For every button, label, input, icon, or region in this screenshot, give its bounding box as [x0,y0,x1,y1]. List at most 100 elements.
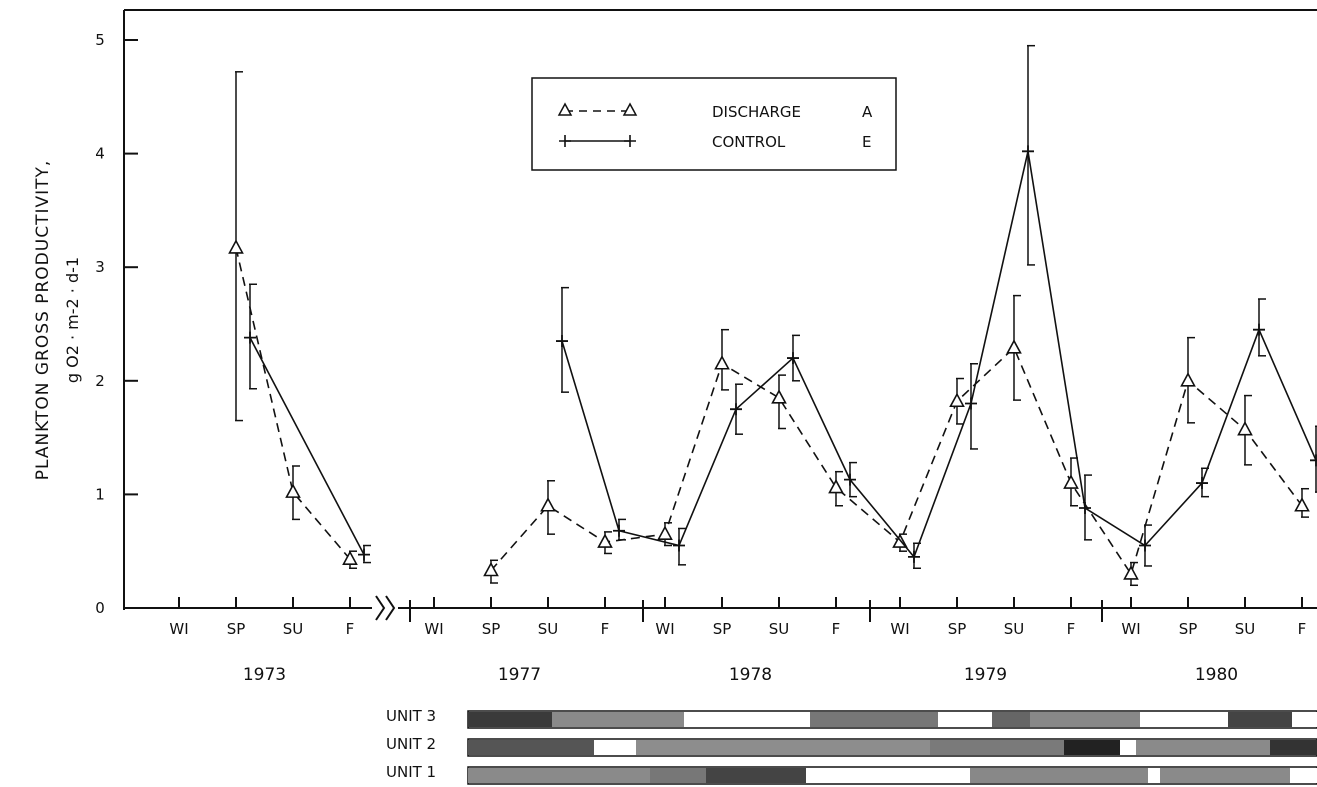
unit-bar-segment-0-9 [1292,712,1317,727]
legend-control-marker-left [559,135,571,147]
control-1973-SP-point [244,331,256,344]
unit-bar-segment-2-1 [650,768,706,783]
discharge-line-segment-0 [235,247,351,560]
control-1980-SU-point [1253,323,1265,336]
x-tick-label-1980-WI: WI [1121,620,1140,638]
unit-bar-segment-2-6 [1160,768,1290,783]
control-1979-SU-point [1022,145,1034,158]
legend-control-label: CONTROL [712,133,786,151]
unit-bar-segment-0-0 [468,712,552,727]
x-tick-label-1978-F: F [832,620,841,638]
discharge-1980-F-point [1294,497,1310,512]
unit-1-label: UNIT 1 [386,763,436,781]
discharge-1973-SP-point [228,239,244,254]
x-tick-label-1980-F: F [1298,620,1307,638]
control-1978-F-point [844,473,856,486]
legend-box [531,77,897,171]
x-tick-label-1973-WI: WI [169,620,188,638]
unit-3-label: UNIT 3 [386,707,436,725]
axes [123,9,1317,621]
year-label-1980: 1980 [1195,665,1238,685]
unit-bar-segment-0-7 [1140,712,1228,727]
control-1979-WI-point [908,550,920,563]
axis-break-icon [375,595,396,621]
x-tick-label-1977-WI: WI [424,620,443,638]
discharge-1980-WI-point [1123,565,1139,580]
unit-bar-segment-1-3 [930,740,1064,755]
control-line-segment-0 [249,337,365,555]
unit-bar-segment-0-6 [1030,712,1140,727]
series-discharge [228,71,1310,587]
y-tick-label-0: 0 [95,599,105,617]
discharge-1977-F-point [597,533,613,548]
control-line-segment-1 [561,151,1317,559]
discharge-1973-F-point [342,550,358,565]
x-tick-label-1977-SU: SU [538,620,559,638]
year-label-1977: 1977 [498,665,541,685]
year-labels: 1973 1977 1978 1979 1980 [243,665,1238,685]
legend-discharge-station: A [862,103,873,121]
legend-discharge-label: DISCHARGE [712,103,801,121]
unit-bar-segment-2-4 [970,768,1148,783]
discharge-1973-SU-point [285,483,301,498]
legend: DISCHARGE A CONTROL E [531,77,897,171]
control-1978-SP-point [730,403,742,416]
unit-bar-segment-1-2 [636,740,930,755]
unit-bar-segment-0-4 [938,712,992,727]
control-1977-SU-point [556,335,568,348]
y-tick-label-5: 5 [95,31,105,49]
discharge-1977-SP-point [483,561,499,577]
legend-control-station: E [862,133,871,151]
y-tick-label-1: 1 [95,485,105,503]
y-tick-label-2: 2 [95,372,105,390]
unit-operation-panel: UNIT 3 UNIT 2 UNIT 1 [386,707,1317,785]
discharge-1978-F-point [828,478,844,494]
unit-bar-segment-1-1 [594,740,636,755]
unit-bar-segment-1-4 [1064,740,1120,755]
y-ticks: 0 1 2 3 4 5 [95,31,138,617]
control-1973-F-point [358,548,370,561]
unit-bar-segment-0-8 [1228,712,1292,727]
unit-bar-segment-2-7 [1290,768,1317,783]
control-1977-F-point [613,524,625,537]
y-axis-label: PLANKTON GROSS PRODUCTIVITY, [33,160,53,481]
unit-2-label: UNIT 2 [386,735,436,753]
year-label-1978: 1978 [729,665,772,685]
unit-bar-segment-1-7 [1270,740,1317,755]
x-tick-label-1979-SU: SU [1004,620,1025,638]
discharge-1979-SU-point [1006,339,1022,354]
x-tick-label-1979-SP: SP [948,620,967,638]
x-tick-label-1973-SP: SP [227,620,246,638]
y-axis-units-label: g O2 · m-2 · d-1 [63,257,82,383]
unit-bar-segment-1-5 [1120,740,1136,755]
unit-bar-segment-2-2 [706,768,806,783]
control-1980-WI-point [1139,539,1151,552]
discharge-1978-SP-point [714,355,730,370]
unit-bar-segment-0-3 [810,712,938,727]
control-1978-WI-point [673,539,685,552]
year-label-1973: 1973 [243,665,286,685]
x-ticks: WI SP SU F WI SP SU F WI SP SU F WI SP SU F WI SP SU F [169,597,1306,638]
unit-bar-segment-0-5 [992,712,1030,727]
unit-bar-segment-0-1 [552,712,684,727]
discharge-1979-SP-point [949,392,965,408]
x-tick-label-1980-SP: SP [1179,620,1198,638]
x-tick-label-1980-SU: SU [1235,620,1256,638]
control-1979-SP-point [965,397,977,410]
control-1979-F-point [1079,502,1091,515]
unit-bar-segment-2-3 [806,768,970,783]
x-tick-label-1977-F: F [601,620,610,638]
discharge-1978-WI-point [657,525,673,540]
x-tick-label-1978-SU: SU [769,620,790,638]
y-tick-label-3: 3 [95,258,105,276]
unit-bar-segment-1-6 [1136,740,1270,755]
unit-bar-segment-1-0 [468,740,594,755]
legend-control-marker-right [624,135,636,147]
x-tick-label-1978-WI: WI [655,620,674,638]
control-1978-SU-point [787,352,799,365]
year-label-1979: 1979 [964,665,1007,685]
discharge-1980-SU-point [1237,420,1253,436]
x-tick-label-1979-F: F [1067,620,1076,638]
x-tick-label-1978-SP: SP [713,620,732,638]
